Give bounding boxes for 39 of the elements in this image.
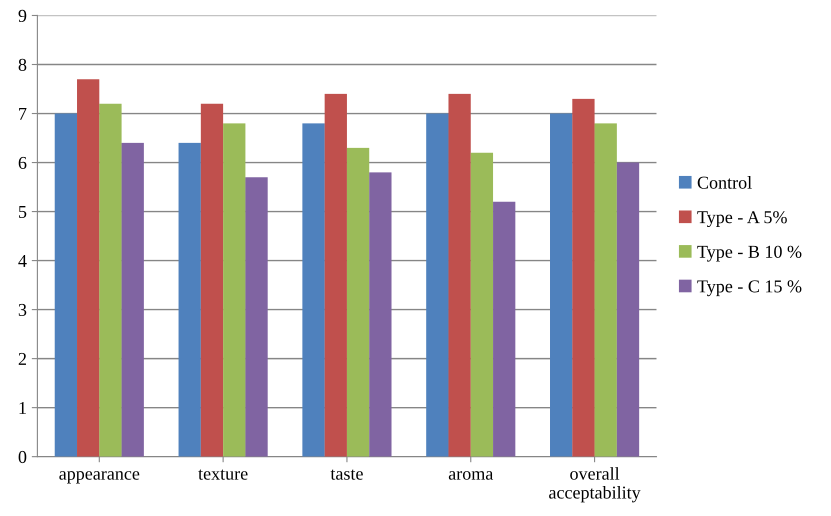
bar: [426, 114, 448, 457]
y-tick-label: 6: [18, 156, 26, 169]
legend-label: Type - B 10 %: [697, 246, 802, 262]
x-tick-label: taste: [330, 469, 363, 480]
bar: [470, 152, 494, 457]
bar: [245, 177, 268, 457]
x-tick-label: appearance: [59, 471, 140, 484]
bar: [493, 202, 516, 457]
y-tick-label: 8: [18, 58, 26, 71]
bar: [616, 162, 640, 457]
bar: [200, 104, 224, 457]
bar: [99, 104, 122, 457]
x-tick-label: texture: [198, 469, 248, 480]
y-tick-label: 4: [18, 254, 27, 267]
bar: [54, 114, 78, 457]
bar: [178, 142, 201, 457]
y-tick-label: 5: [19, 206, 26, 218]
y-tick-label: 0: [18, 450, 26, 464]
y-tick-label: 3: [18, 304, 26, 316]
bar: [346, 148, 370, 457]
legend-label: Type - C 15 %: [697, 280, 802, 296]
bar: [302, 123, 325, 457]
x-tick-label: overall acceptability: [549, 467, 641, 502]
y-tick-label: 7: [19, 108, 26, 120]
legend-label: Control: [698, 176, 752, 189]
bar: [448, 94, 471, 457]
bar: [550, 114, 572, 457]
bar: [77, 79, 100, 457]
y-tick-label: 2: [18, 352, 26, 365]
y-tick-label: 9: [18, 10, 26, 22]
bar: [572, 98, 595, 457]
bar: [369, 172, 392, 457]
x-tick-label: aroma: [448, 471, 494, 480]
y-tick-label: 1: [20, 402, 26, 414]
bar: [324, 94, 347, 457]
bar: [223, 123, 246, 457]
legend-label: Type - A 5%: [697, 211, 787, 228]
bar: [594, 123, 617, 457]
bar: [122, 142, 144, 457]
